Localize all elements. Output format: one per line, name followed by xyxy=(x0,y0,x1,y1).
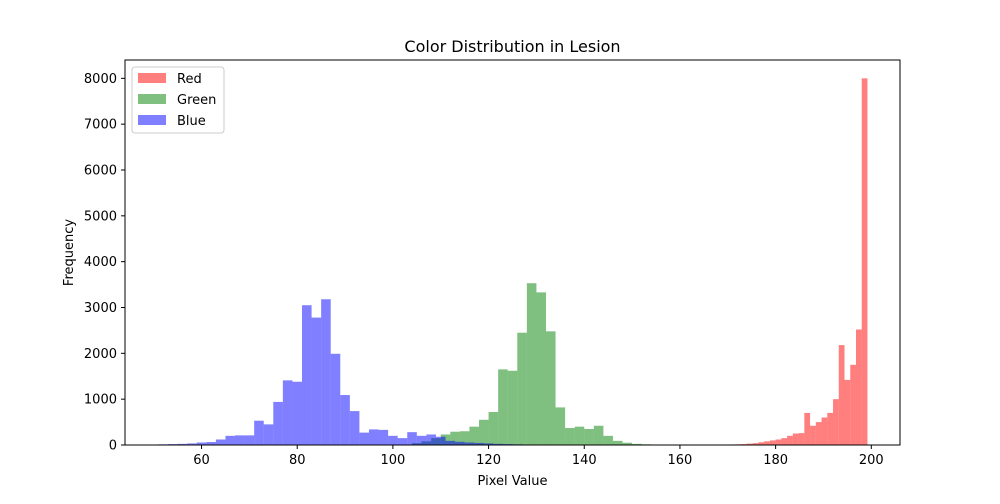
y-tick-label: 1000 xyxy=(84,393,117,408)
y-tick-label: 7000 xyxy=(84,118,117,133)
histogram-bar xyxy=(764,441,770,445)
histogram-bar xyxy=(527,283,537,445)
histogram-bar xyxy=(839,345,845,445)
histogram-bar xyxy=(594,426,604,445)
histogram-bar xyxy=(556,407,566,445)
histogram-bar xyxy=(292,382,302,445)
histogram-bar xyxy=(369,429,379,445)
x-tick-label: 180 xyxy=(763,453,788,468)
y-axis-ticks: 0 1000 2000 3000 4000 5000 6000 7000 8000 xyxy=(84,72,125,454)
histogram-bar xyxy=(833,399,839,445)
histogram-bar xyxy=(776,440,782,446)
histogram-bar xyxy=(379,430,389,445)
x-tick-label: 160 xyxy=(668,453,693,468)
histogram-bar xyxy=(340,395,350,445)
histogram-bar xyxy=(816,422,822,445)
histogram-bar xyxy=(283,380,293,445)
legend: Red Green Blue xyxy=(132,67,224,133)
histogram-bar xyxy=(321,299,331,445)
chart-title: Color Distribution in Lesion xyxy=(404,37,620,56)
histogram-bar xyxy=(254,421,264,445)
histogram-bar xyxy=(565,428,575,445)
legend-swatch-green xyxy=(138,94,166,104)
histogram-bar xyxy=(787,436,793,445)
legend-swatch-blue xyxy=(138,115,166,125)
histogram-bar xyxy=(517,333,527,445)
histogram-bar xyxy=(781,438,787,445)
histogram-bar xyxy=(810,426,816,445)
x-tick-label: 80 xyxy=(289,453,306,468)
x-axis-ticks: 60 80 100 120 140 160 180 200 xyxy=(193,445,883,468)
legend-label-blue: Blue xyxy=(177,114,206,129)
histogram-bar xyxy=(793,434,799,445)
y-tick-label: 3000 xyxy=(84,301,117,316)
histogram-bar xyxy=(436,437,446,445)
y-tick-label: 2000 xyxy=(84,347,117,362)
legend-label-green: Green xyxy=(177,93,216,108)
histogram-bar xyxy=(827,413,833,445)
y-tick-label: 0 xyxy=(109,439,117,454)
histogram-bar xyxy=(508,371,518,445)
histogram-bar xyxy=(312,318,322,445)
histogram-bar xyxy=(498,369,508,445)
histogram-bar xyxy=(850,365,856,445)
histogram-bar xyxy=(407,432,417,445)
histogram-bar xyxy=(845,380,851,445)
y-tick-label: 4000 xyxy=(84,255,117,270)
x-axis-label: Pixel Value xyxy=(478,474,548,489)
histogram-bar xyxy=(235,435,245,445)
legend-label-red: Red xyxy=(177,72,202,87)
histogram-bar xyxy=(331,354,341,445)
series-green xyxy=(412,283,718,445)
histogram-bar xyxy=(584,429,594,445)
series-red xyxy=(718,78,867,445)
histogram-bar xyxy=(479,420,489,445)
histogram-bar xyxy=(575,427,585,445)
histogram-bars xyxy=(158,78,867,445)
y-tick-label: 8000 xyxy=(84,72,117,87)
histogram-bar xyxy=(350,411,360,445)
histogram-bar xyxy=(856,330,862,446)
histogram-bar xyxy=(302,305,312,445)
histogram-bar xyxy=(264,424,274,445)
histogram-bar xyxy=(613,441,623,445)
histogram-bar xyxy=(489,412,499,445)
histogram-bar xyxy=(799,433,805,445)
y-tick-label: 5000 xyxy=(84,209,117,224)
histogram-bar xyxy=(804,413,810,445)
histogram-bar xyxy=(216,440,226,446)
histogram-bar xyxy=(536,292,546,445)
histogram-bar xyxy=(603,436,613,445)
x-tick-label: 100 xyxy=(380,453,405,468)
histogram-bar xyxy=(426,434,436,445)
histogram-bar xyxy=(417,436,427,445)
histogram-bar xyxy=(862,78,868,445)
x-tick-label: 120 xyxy=(476,453,501,468)
histogram-bar xyxy=(822,418,828,446)
x-tick-label: 140 xyxy=(572,453,597,468)
histogram-bar xyxy=(546,331,556,445)
legend-swatch-red xyxy=(138,73,166,83)
histogram-bar xyxy=(388,436,398,445)
x-tick-label: 200 xyxy=(859,453,884,468)
histogram-bar xyxy=(398,438,408,445)
histogram-bar xyxy=(273,402,283,445)
y-tick-label: 6000 xyxy=(84,164,117,179)
histogram-bar xyxy=(469,427,479,445)
x-tick-label: 60 xyxy=(193,453,210,468)
histogram-bar xyxy=(245,435,255,445)
histogram-bar xyxy=(770,440,776,445)
y-axis-label: Frequency xyxy=(62,219,77,286)
histogram-bar xyxy=(446,441,456,445)
histogram-bar xyxy=(225,436,235,445)
histogram-bar xyxy=(359,433,369,445)
